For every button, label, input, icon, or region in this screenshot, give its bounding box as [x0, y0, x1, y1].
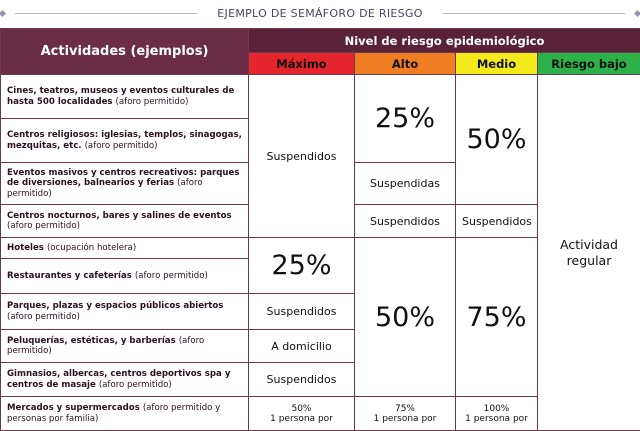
maximo-a-domicilio: A domicilio [249, 330, 355, 363]
risk-table: Actividades (ejemplos) Nivel de riesgo e… [0, 28, 640, 431]
activity-note: (aforo permitido) [85, 141, 158, 151]
activity-row: Restaurantes y cafeterías (aforo permiti… [1, 259, 249, 294]
medio-mercados-personas: 1 persona por [462, 414, 531, 424]
alto-mercados: 75% 1 persona por [355, 397, 456, 431]
alto-50: 50% [355, 238, 456, 397]
maximo-gimnasios-suspendidos: Suspendidos [249, 363, 355, 397]
activity-note: (ocupación hotelera) [47, 243, 136, 253]
banner: EJEMPLO DE SEMÁFORO DE RIESGO [0, 0, 640, 26]
activity-row: Gimnasios, albercas, centros deportivos … [1, 363, 249, 397]
activity-note: (aforo permitido) [135, 271, 208, 281]
maximo-suspendidos: Suspendidos [249, 75, 355, 238]
alto-eventos-suspendidas: Suspendidas [355, 163, 456, 205]
level-bajo: Riesgo bajo [538, 53, 640, 75]
left-divider [15, 13, 197, 14]
activity-note: (aforo permitido) [116, 97, 189, 107]
activities-header: Actividades (ejemplos) [1, 29, 249, 75]
medio-50: 50% [456, 75, 538, 205]
activity-note: (aforo permitido) [99, 380, 172, 390]
medio-75: 75% [456, 238, 538, 397]
activity-label: Centros nocturnos, bares y salines de ev… [7, 211, 232, 221]
activity-row: Parques, plazas y espacios públicos abie… [1, 294, 249, 330]
alto-25: 25% [355, 75, 456, 163]
level-maximo: Máximo [249, 53, 355, 75]
right-diamond-icon [634, 9, 640, 16]
maximo-25: 25% [249, 238, 355, 294]
maximo-mercados: 50% 1 persona por [249, 397, 355, 431]
left-diamond-icon [0, 9, 6, 16]
maximo-mercados-pct: 50% [255, 404, 348, 414]
activity-label: Parques, plazas y espacios públicos abie… [7, 301, 223, 311]
activity-label: Eventos masivos y centros recreativos: p… [7, 168, 240, 189]
activity-label: Peluquerías, estéticas, y barberías [7, 336, 176, 346]
maximo-parques-suspendidos: Suspendidos [249, 294, 355, 330]
medio-mercados-pct: 100% [462, 404, 531, 414]
alto-mercados-personas: 1 persona por [361, 414, 449, 424]
right-divider [443, 13, 625, 14]
medio-mercados: 100% 1 persona por [456, 397, 538, 431]
medio-nocturnos-suspendidos: Suspendidos [456, 205, 538, 238]
activity-row: Mercados y supermercados (aforo permitid… [1, 397, 249, 431]
maximo-mercados-personas: 1 persona por [255, 414, 348, 424]
activity-label: Restaurantes y cafeterías [7, 271, 132, 281]
activity-note: (aforo permitido) [7, 312, 80, 322]
activity-label: Hoteles [7, 243, 44, 253]
alto-mercados-pct: 75% [361, 404, 449, 414]
level-medio: Medio [456, 53, 538, 75]
activity-row: Hoteles (ocupación hotelera) [1, 238, 249, 259]
activity-note: (aforo permitido) [7, 221, 80, 231]
banner-title: EJEMPLO DE SEMÁFORO DE RIESGO [217, 7, 422, 20]
activity-row: Centros nocturnos, bares y salines de ev… [1, 205, 249, 238]
bajo-actividad-regular: Actividad regular [538, 75, 640, 431]
activity-row: Peluquerías, estéticas, y barberías (afo… [1, 330, 249, 363]
activity-row: Centros religiosos: iglesias, templos, s… [1, 119, 249, 163]
level-alto: Alto [355, 53, 456, 75]
activity-label: Mercados y supermercados [7, 403, 140, 413]
risk-level-header: Nivel de riesgo epidemiológico [249, 29, 640, 53]
activity-row: Eventos masivos y centros recreativos: p… [1, 163, 249, 205]
alto-nocturnos-suspendidos: Suspendidos [355, 205, 456, 238]
activity-row: Cines, teatros, museos y eventos cultura… [1, 75, 249, 119]
